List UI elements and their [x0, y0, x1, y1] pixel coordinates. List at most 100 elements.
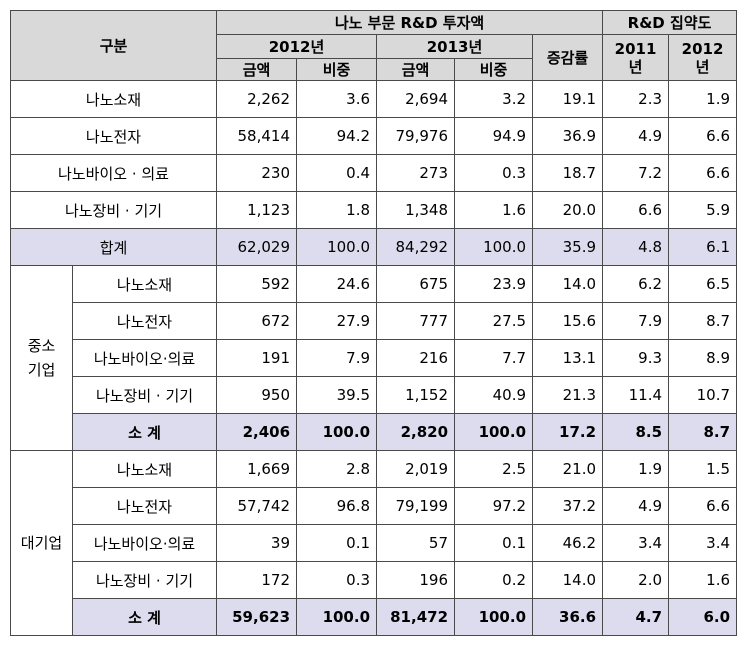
intensity-2011-cell: 8.5	[602, 413, 670, 451]
total-row: 합계 62,029 100.0 84,292 100.0 35.9 4.8 6.1	[9, 228, 738, 266]
amount-2012-cell: 592	[216, 265, 298, 303]
intensity-2012-cell: 6.5	[668, 265, 738, 303]
row-label: 나노장비 · 기기	[71, 376, 218, 414]
header-year-2013: 2013년	[376, 34, 534, 59]
growth-rate-cell: 21.3	[532, 376, 604, 414]
amount-2012-cell: 191	[216, 339, 298, 377]
header-investment: 나노 부문 R&D 투자액	[216, 10, 604, 35]
header-intensity-2011: 2011 년	[602, 34, 670, 81]
row-label: 나노소재	[71, 450, 218, 488]
share-2012-cell: 0.1	[296, 524, 378, 562]
share-2012-cell: 1.8	[296, 191, 378, 229]
share-2013-cell: 3.2	[454, 80, 534, 118]
growth-rate-cell: 18.7	[532, 154, 604, 192]
share-2013-cell: 7.7	[454, 339, 534, 377]
growth-rate-cell: 15.6	[532, 302, 604, 340]
growth-rate-cell: 46.2	[532, 524, 604, 562]
intensity-2011-cell: 4.9	[602, 487, 670, 525]
share-2012-cell: 100.0	[296, 413, 378, 451]
share-2012-cell: 100.0	[296, 228, 378, 266]
amount-2012-cell: 1,669	[216, 450, 298, 488]
table-row: 나노소재 2,262 3.6 2,694 3.2 19.1 2.3 1.9	[9, 80, 738, 118]
share-2012-cell: 2.8	[296, 450, 378, 488]
total-label: 합계	[9, 228, 218, 266]
header-intensity-2012: 2012 년	[668, 34, 738, 81]
amount-2013-cell: 2,694	[376, 80, 456, 118]
row-label: 나노장비 · 기기	[71, 561, 218, 599]
table-row: 나노바이오·의료 39 0.1 57 0.1 46.2 3.4 3.4	[11, 524, 738, 562]
intensity-2012-cell: 8.9	[668, 339, 738, 377]
share-2013-cell: 2.5	[454, 450, 534, 488]
growth-rate-cell: 14.0	[532, 561, 604, 599]
share-2012-cell: 0.4	[296, 154, 378, 192]
share-2012-cell: 3.6	[296, 80, 378, 118]
amount-2012-cell: 1,123	[216, 191, 298, 229]
intensity-2011-cell: 9.3	[602, 339, 670, 377]
sme-group-label: 중소 기업	[10, 265, 73, 451]
share-2013-cell: 0.3	[454, 154, 534, 192]
share-2012-cell: 39.5	[296, 376, 378, 414]
amount-2013-cell: 196	[376, 561, 456, 599]
row-label: 나노장비 · 기기	[9, 191, 218, 229]
intensity-2012-cell: 6.6	[668, 487, 738, 525]
share-2013-cell: 0.2	[454, 561, 534, 599]
growth-rate-cell: 37.2	[532, 487, 604, 525]
intensity-2011-cell: 11.4	[602, 376, 670, 414]
subtotal-row: 소 계 2,406 100.0 2,820 100.0 17.2 8.5 8.7	[11, 413, 738, 451]
amount-2013-cell: 79,199	[376, 487, 456, 525]
share-2012-cell: 27.9	[296, 302, 378, 340]
share-2013-cell: 27.5	[454, 302, 534, 340]
row-label: 나노전자	[9, 117, 218, 155]
amount-2013-cell: 1,152	[376, 376, 456, 414]
share-2013-cell: 0.1	[454, 524, 534, 562]
header-amount-2013: 금액	[376, 58, 456, 81]
intensity-2011-cell: 7.2	[602, 154, 670, 192]
large-section: 대기업 나노소재 1,669 2.8 2,019 2.5 21.0 1.9 1.5 나노전자 57,…	[10, 450, 738, 636]
amount-2012-cell: 39	[216, 524, 298, 562]
header-intensity: R&D 집약도	[602, 10, 738, 35]
table-row: 나노장비 · 기기 1,123 1.8 1,348 1.6 20.0 6.6 5.9	[9, 191, 738, 229]
intensity-2011-cell: 1.9	[602, 450, 670, 488]
header-amount-2012: 금액	[216, 58, 298, 81]
share-2012-cell: 0.3	[296, 561, 378, 599]
growth-rate-cell: 36.6	[532, 598, 604, 636]
table-row: 나노전자 57,742 96.8 79,199 97.2 37.2 4.9 6.6	[11, 487, 738, 525]
intensity-2011-cell: 3.4	[602, 524, 670, 562]
share-2012-cell: 100.0	[296, 598, 378, 636]
intensity-2012-cell: 3.4	[668, 524, 738, 562]
table-row: 나노바이오 · 의료 230 0.4 273 0.3 18.7 7.2 6.6	[9, 154, 738, 192]
subtotal-label: 소 계	[71, 413, 218, 451]
header-growth: 증감률	[532, 34, 604, 81]
intensity-2011-cell: 4.9	[602, 117, 670, 155]
amount-2013-cell: 777	[376, 302, 456, 340]
intensity-2012-cell: 1.5	[668, 450, 738, 488]
amount-2013-cell: 1,348	[376, 191, 456, 229]
amount-2012-cell: 62,029	[216, 228, 298, 266]
table-row: 나노전자 58,414 94.2 79,976 94.9 36.9 4.9 6.6	[9, 117, 738, 155]
intensity-2012-cell: 8.7	[668, 302, 738, 340]
overall-section: 나노소재 2,262 3.6 2,694 3.2 19.1 2.3 1.9 나노전자 58,414…	[9, 80, 738, 266]
amount-2012-cell: 57,742	[216, 487, 298, 525]
amount-2012-cell: 59,623	[216, 598, 298, 636]
growth-rate-cell: 17.2	[532, 413, 604, 451]
amount-2012-cell: 950	[216, 376, 298, 414]
intensity-2012-cell: 8.7	[668, 413, 738, 451]
header-category: 구분	[9, 10, 218, 81]
intensity-2011-cell: 4.7	[602, 598, 670, 636]
share-2012-cell: 96.8	[296, 487, 378, 525]
table-row: 대기업 나노소재 1,669 2.8 2,019 2.5 21.0 1.9 1.5	[10, 450, 738, 636]
header-share-2013: 비중	[454, 58, 534, 81]
table-row: 나노장비 · 기기 172 0.3 196 0.2 14.0 2.0 1.6	[11, 561, 738, 599]
intensity-2012-cell: 6.1	[668, 228, 738, 266]
intensity-2011-cell: 2.0	[602, 561, 670, 599]
subtotal-label: 소 계	[71, 598, 218, 636]
share-2013-cell: 40.9	[454, 376, 534, 414]
row-label: 나노전자	[71, 487, 218, 525]
amount-2013-cell: 2,019	[376, 450, 456, 488]
intensity-2012-cell: 1.9	[668, 80, 738, 118]
amount-2013-cell: 216	[376, 339, 456, 377]
table-row: 나노장비 · 기기 950 39.5 1,152 40.9 21.3 11.4 10.7	[11, 376, 738, 414]
intensity-2011-cell: 4.8	[602, 228, 670, 266]
amount-2012-cell: 672	[216, 302, 298, 340]
amount-2012-cell: 58,414	[216, 117, 298, 155]
